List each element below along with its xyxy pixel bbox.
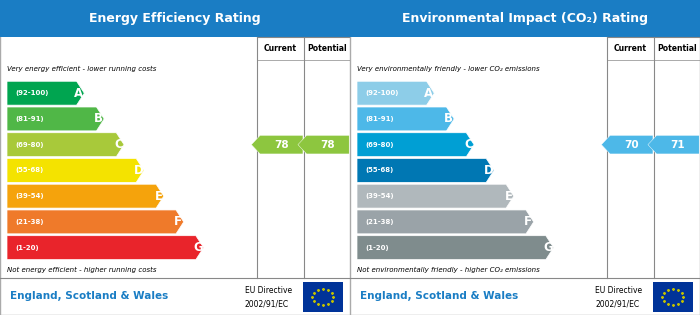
Bar (302, 282, 343, 312)
Text: (81-91): (81-91) (365, 116, 394, 122)
Text: Not energy efficient - higher running costs: Not energy efficient - higher running co… (7, 267, 157, 273)
Text: (39-54): (39-54) (15, 193, 44, 199)
Polygon shape (357, 107, 454, 131)
Text: D: D (484, 164, 494, 177)
Polygon shape (251, 135, 303, 154)
Text: EU Directive: EU Directive (245, 286, 292, 295)
Text: B: B (444, 112, 454, 125)
Polygon shape (7, 184, 164, 208)
Text: 78: 78 (321, 140, 335, 150)
Text: F: F (524, 215, 532, 228)
Text: Very energy efficient - lower running costs: Very energy efficient - lower running co… (7, 66, 156, 72)
Text: A: A (74, 87, 83, 100)
Text: (92-100): (92-100) (15, 90, 49, 96)
Polygon shape (357, 236, 554, 260)
Text: 2002/91/EC: 2002/91/EC (245, 299, 289, 308)
Text: (55-68): (55-68) (365, 167, 394, 174)
Text: England, Scotland & Wales: England, Scotland & Wales (360, 291, 519, 301)
Polygon shape (7, 133, 124, 157)
Text: Very environmentally friendly - lower CO₂ emissions: Very environmentally friendly - lower CO… (357, 66, 540, 72)
Polygon shape (7, 107, 104, 131)
Text: (39-54): (39-54) (365, 193, 394, 199)
Text: Environmental Impact (CO₂) Rating: Environmental Impact (CO₂) Rating (402, 12, 648, 25)
Text: C: C (114, 138, 123, 151)
Text: 70: 70 (624, 140, 639, 150)
Text: (21-38): (21-38) (365, 219, 394, 225)
Text: England, Scotland & Wales: England, Scotland & Wales (10, 291, 169, 301)
Text: (69-80): (69-80) (15, 142, 44, 148)
Polygon shape (357, 133, 474, 157)
Text: G: G (193, 241, 203, 254)
Text: (1-20): (1-20) (15, 245, 39, 251)
Text: 2002/91/EC: 2002/91/EC (595, 299, 639, 308)
Text: Energy Efficiency Rating: Energy Efficiency Rating (89, 12, 261, 25)
Text: 78: 78 (274, 140, 289, 150)
Text: G: G (543, 241, 553, 254)
Polygon shape (7, 81, 84, 105)
Polygon shape (7, 236, 204, 260)
Text: (81-91): (81-91) (15, 116, 44, 122)
Text: Current: Current (614, 44, 647, 53)
Text: (69-80): (69-80) (365, 142, 394, 148)
Polygon shape (7, 158, 144, 182)
Text: 71: 71 (671, 140, 685, 150)
Bar (350, 0, 700, 37)
Polygon shape (357, 81, 434, 105)
Text: Potential: Potential (657, 44, 696, 53)
Polygon shape (601, 135, 653, 154)
Bar (652, 282, 693, 312)
Text: (21-38): (21-38) (15, 219, 44, 225)
Text: A: A (424, 87, 433, 100)
Text: (92-100): (92-100) (365, 90, 399, 96)
Text: E: E (155, 190, 162, 203)
Polygon shape (298, 135, 349, 154)
Text: Not environmentally friendly - higher CO₂ emissions: Not environmentally friendly - higher CO… (357, 267, 540, 273)
Polygon shape (648, 135, 699, 154)
Text: EU Directive: EU Directive (595, 286, 642, 295)
Polygon shape (357, 158, 494, 182)
Text: C: C (464, 138, 473, 151)
Polygon shape (357, 184, 514, 208)
Text: D: D (134, 164, 143, 177)
Text: F: F (174, 215, 182, 228)
Polygon shape (357, 210, 533, 234)
Bar (0, 0, 350, 37)
Text: (1-20): (1-20) (365, 245, 389, 251)
Text: Potential: Potential (307, 44, 346, 53)
Polygon shape (7, 210, 183, 234)
Text: E: E (505, 190, 512, 203)
Text: (55-68): (55-68) (15, 167, 44, 174)
Text: Current: Current (264, 44, 297, 53)
Text: B: B (94, 112, 104, 125)
